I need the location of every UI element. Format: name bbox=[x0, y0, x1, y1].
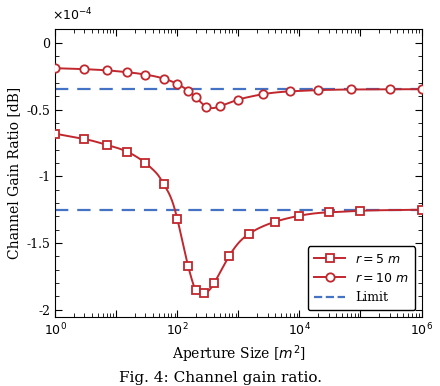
X-axis label: Aperture Size [$m^2$]: Aperture Size [$m^2$] bbox=[172, 344, 305, 365]
Text: $\times10^{-4}$: $\times10^{-4}$ bbox=[51, 7, 92, 24]
Text: Fig. 4: Channel gain ratio.: Fig. 4: Channel gain ratio. bbox=[118, 371, 322, 385]
Y-axis label: Channel Gain Ratio [dB]: Channel Gain Ratio [dB] bbox=[7, 87, 21, 259]
Legend: $r = 5$ $m$, $r = 10$ $m$, Limit: $r = 5$ $m$, $r = 10$ $m$, Limit bbox=[308, 246, 415, 310]
